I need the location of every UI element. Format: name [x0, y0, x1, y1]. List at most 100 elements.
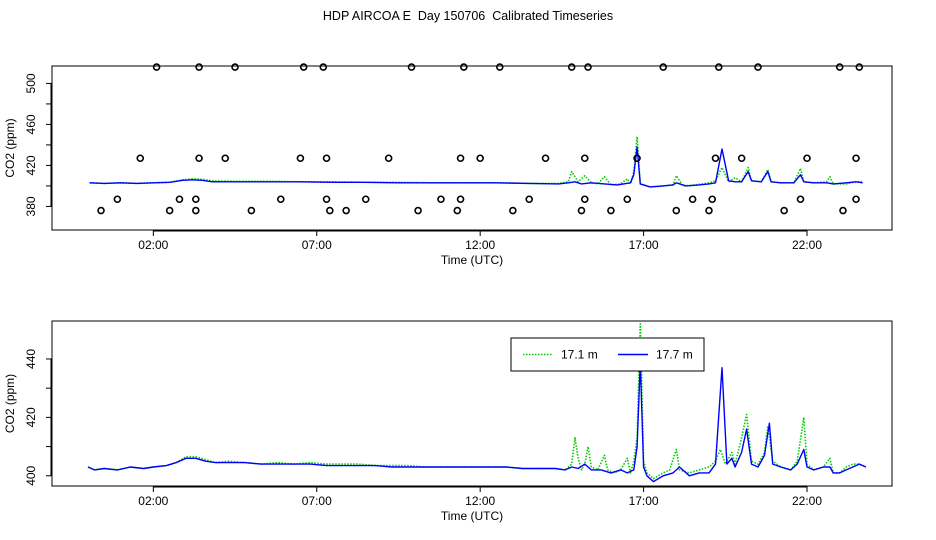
marker-point	[165, 206, 174, 215]
marker-point	[113, 195, 122, 204]
marker-point	[659, 63, 668, 71]
marker-point	[319, 63, 328, 71]
marker-point	[361, 195, 370, 204]
marker-point	[414, 206, 422, 215]
legend-label: 17.7 m	[656, 348, 693, 362]
chart-title: HDP AIRCOA E Day 150706 Calibrated Times…	[322, 9, 614, 23]
marker-point	[407, 63, 416, 71]
marker-point	[453, 206, 462, 215]
x-tick-label: 02:00	[138, 494, 168, 508]
marker-point	[299, 63, 308, 71]
x-tick-label: 22:00	[792, 494, 822, 508]
marker-point	[754, 63, 762, 71]
panel-top: 02:00 07:00 12:00 17:00 22:00 Time (UTC) 380 42…	[3, 63, 893, 267]
x-axis: 02:00 07:00 12:00 17:00 22:00	[138, 230, 822, 252]
marker-point	[460, 63, 468, 71]
marker-point	[152, 63, 161, 71]
marker-point	[714, 63, 723, 71]
plot-frame	[51, 320, 893, 487]
marker-point	[296, 154, 305, 163]
y-tick-label: 420	[24, 155, 38, 175]
y-axis: 380 420 460 500	[24, 73, 52, 216]
marker-point	[192, 195, 200, 204]
y-tick-label: 400	[24, 465, 38, 485]
x-axis-label: Time (UTC)	[441, 253, 503, 267]
marker-point	[195, 154, 203, 163]
marker-point	[541, 154, 550, 163]
y-axis-label: CO2 (ppm)	[3, 374, 17, 433]
y-tick-label: 460	[24, 114, 38, 134]
marker-point	[195, 63, 203, 71]
marker-point	[509, 206, 517, 215]
marker-point	[136, 154, 145, 163]
marker-point	[456, 195, 465, 204]
marker-point	[803, 154, 811, 163]
marker-point	[796, 195, 805, 204]
marker-point	[437, 195, 445, 204]
marker-point	[855, 63, 864, 71]
marker-point	[633, 154, 641, 163]
marker-point	[384, 154, 393, 163]
x-tick-label: 17:00	[629, 238, 659, 252]
y-tick-label: 440	[24, 349, 38, 369]
series-line-2	[87, 361, 867, 483]
marker-point	[607, 206, 615, 215]
y-axis-label: CO2 (ppm)	[3, 118, 17, 177]
marker-point	[780, 206, 788, 215]
marker-point	[322, 195, 331, 204]
x-axis: 02:00 07:00 12:00 17:00 22:00	[138, 486, 822, 508]
x-tick-label: 07:00	[302, 238, 332, 252]
marker-point	[456, 154, 465, 163]
marker-point	[737, 154, 746, 163]
series-line-1	[89, 135, 863, 188]
series-line-2	[89, 146, 863, 188]
x-tick-label: 12:00	[465, 494, 495, 508]
marker-point	[708, 195, 717, 204]
marker-point	[342, 206, 350, 215]
x-axis-label: Time (UTC)	[441, 509, 503, 523]
y-tick-label: 420	[24, 407, 38, 427]
marker-point	[835, 63, 844, 71]
marker-point	[192, 206, 200, 215]
marker-point	[584, 63, 592, 71]
marker-points	[97, 63, 864, 215]
y-axis: 400 420 440	[24, 349, 52, 486]
x-tick-label: 12:00	[465, 238, 495, 252]
marker-point	[231, 63, 239, 71]
marker-point	[711, 154, 720, 163]
marker-point	[276, 195, 285, 204]
marker-point	[322, 154, 331, 163]
marker-point	[688, 195, 697, 204]
plot-frame	[51, 65, 893, 231]
x-tick-label: 22:00	[792, 238, 822, 252]
series-line-1	[87, 323, 867, 480]
panel-bottom: 02:00 07:00 12:00 17:00 22:00 Time (UTC) 400 42…	[3, 320, 893, 523]
marker-point	[580, 195, 589, 204]
x-tick-label: 02:00	[138, 238, 168, 252]
y-tick-label: 380	[24, 196, 38, 216]
marker-point	[839, 206, 847, 215]
marker-point	[577, 206, 586, 215]
marker-point	[247, 206, 256, 215]
marker-point	[525, 195, 533, 204]
legend-label: 17.1 m	[561, 348, 598, 362]
marker-point	[705, 206, 713, 215]
y-tick-label: 500	[24, 73, 38, 93]
marker-point	[852, 195, 860, 204]
marker-point	[97, 206, 105, 215]
marker-point	[326, 206, 334, 215]
marker-point	[580, 154, 589, 163]
marker-point	[852, 154, 860, 163]
marker-point	[476, 154, 484, 163]
x-tick-label: 17:00	[629, 494, 659, 508]
marker-point	[221, 154, 230, 163]
marker-point	[175, 195, 184, 204]
x-tick-label: 07:00	[302, 494, 332, 508]
marker-point	[567, 63, 576, 71]
marker-point	[672, 206, 681, 215]
legend: 17.1 m 17.7 m	[510, 337, 705, 372]
legend-box	[510, 337, 705, 372]
marker-point	[623, 195, 632, 204]
